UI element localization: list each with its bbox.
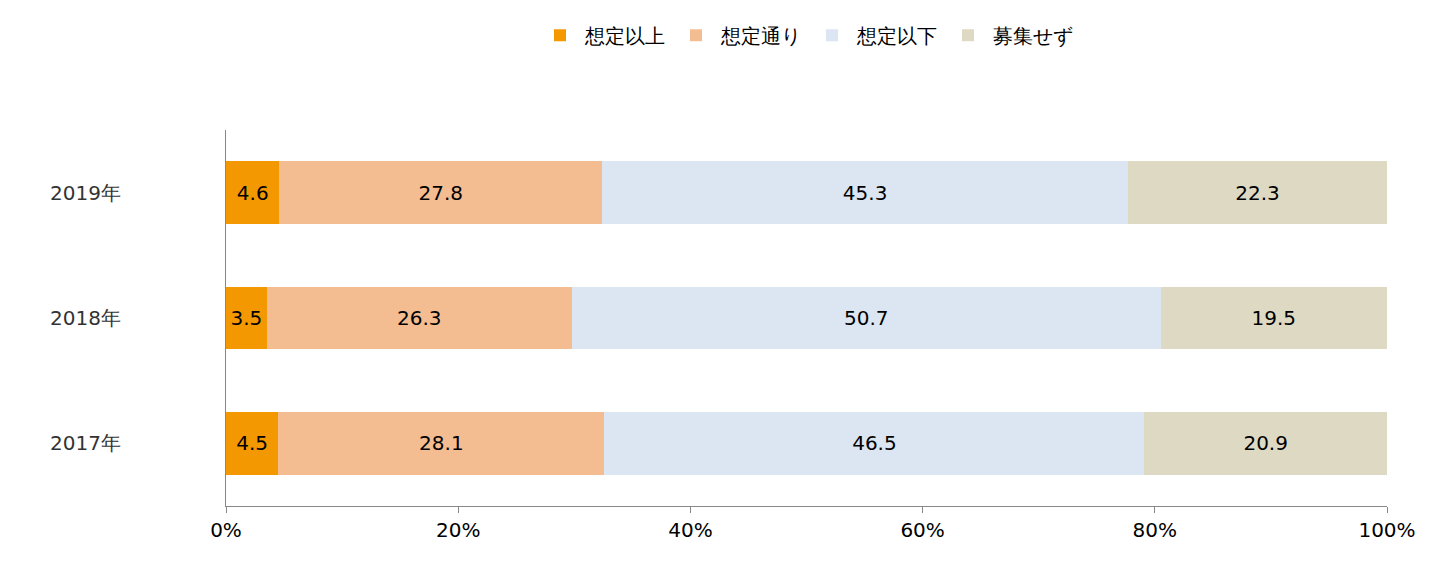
- svg-text:20%: 20%: [436, 518, 480, 542]
- svg-text:3.5: 3.5: [230, 306, 262, 330]
- svg-text:100%: 100%: [1358, 518, 1415, 542]
- svg-text:26.3: 26.3: [397, 306, 442, 330]
- svg-text:4.5: 4.5: [236, 431, 268, 455]
- svg-text:想定通り: 想定通り: [720, 24, 801, 48]
- svg-text:募集せず: 募集せず: [993, 24, 1073, 48]
- svg-text:50.7: 50.7: [844, 306, 889, 330]
- svg-text:45.3: 45.3: [843, 181, 888, 205]
- svg-text:想定以下: 想定以下: [856, 24, 937, 48]
- svg-text:22.3: 22.3: [1235, 181, 1280, 205]
- svg-text:40%: 40%: [668, 518, 712, 542]
- svg-text:2017年: 2017年: [50, 431, 121, 455]
- svg-text:28.1: 28.1: [419, 431, 464, 455]
- svg-text:2019年: 2019年: [50, 181, 121, 205]
- svg-text:想定以上: 想定以上: [584, 24, 665, 48]
- svg-text:80%: 80%: [1133, 518, 1177, 542]
- svg-text:19.5: 19.5: [1252, 306, 1297, 330]
- svg-text:27.8: 27.8: [419, 181, 464, 205]
- svg-text:60%: 60%: [900, 518, 944, 542]
- svg-text:20.9: 20.9: [1243, 431, 1288, 455]
- svg-text:4.6: 4.6: [237, 181, 269, 205]
- svg-text:2018年: 2018年: [50, 306, 121, 330]
- svg-text:0%: 0%: [210, 518, 242, 542]
- svg-text:46.5: 46.5: [852, 431, 897, 455]
